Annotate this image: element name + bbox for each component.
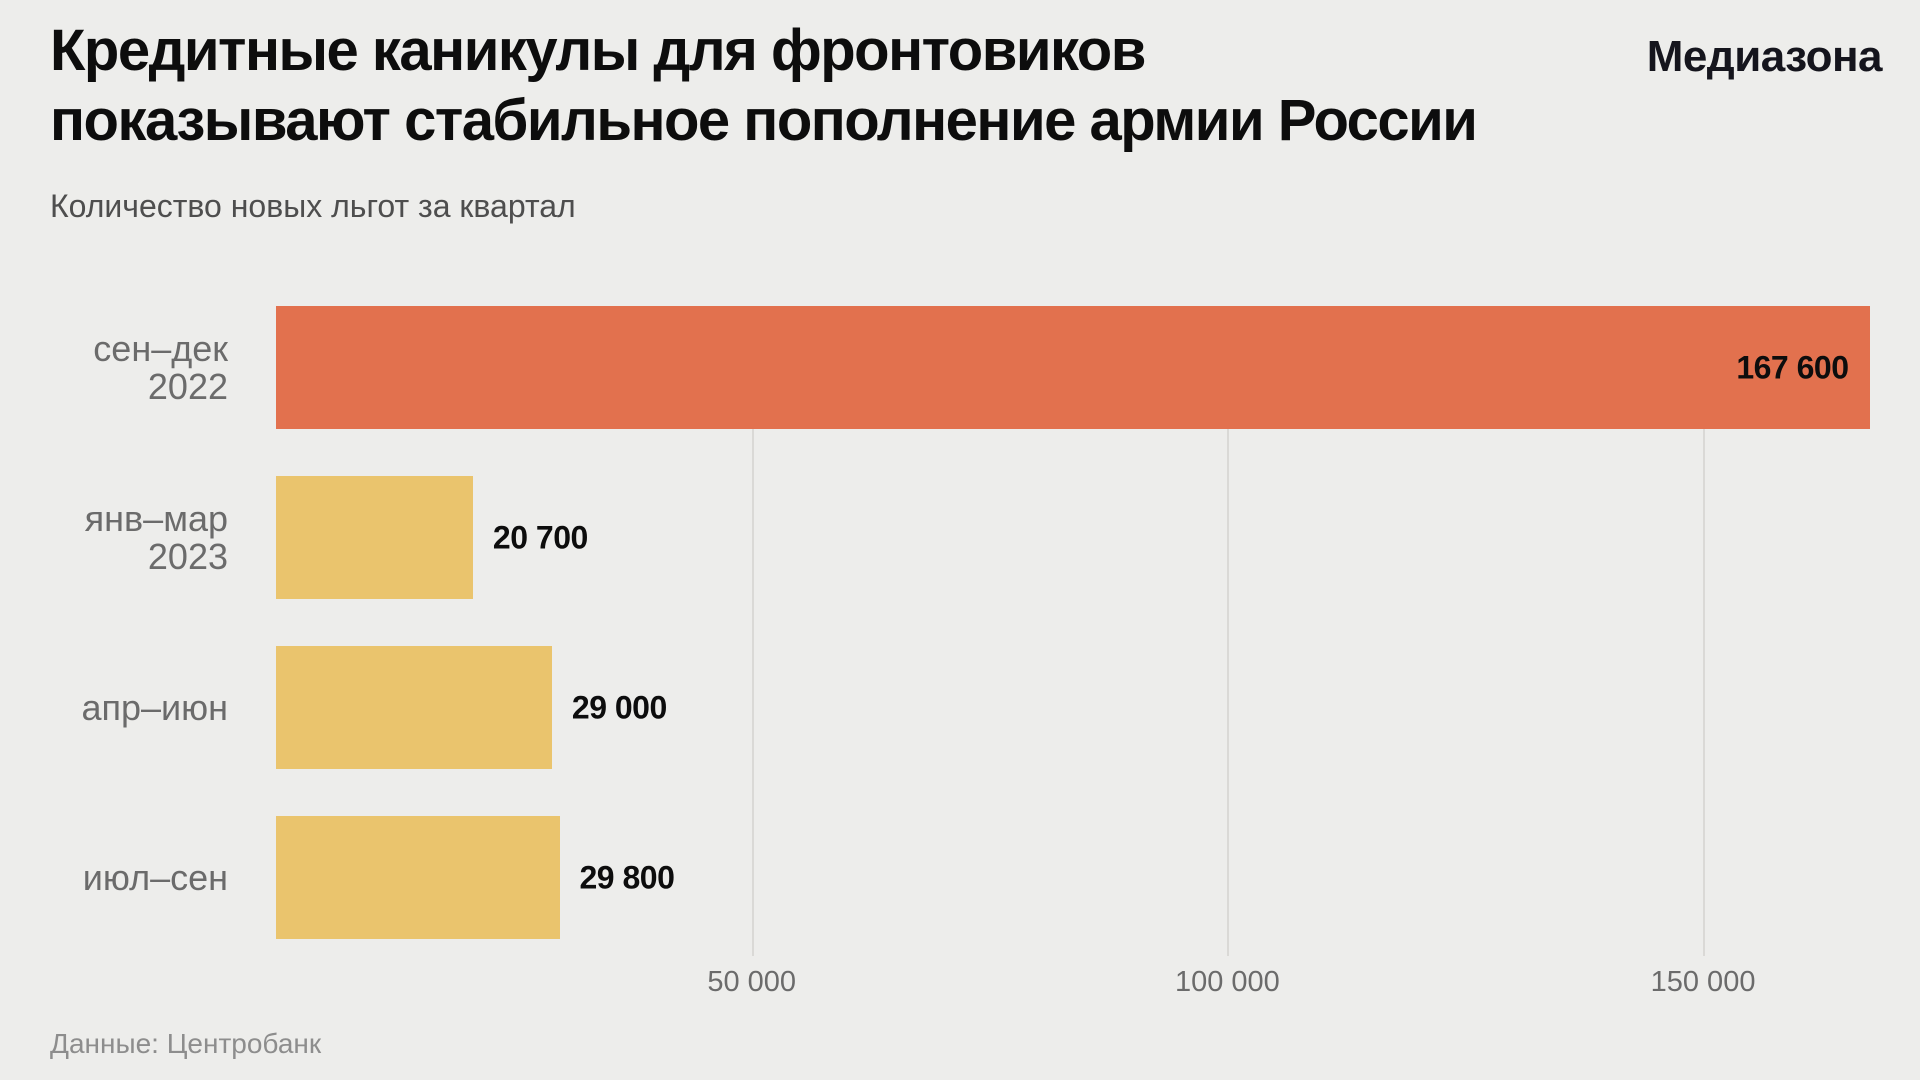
gridline — [1227, 306, 1230, 956]
bar-2: 20 700 — [276, 476, 588, 599]
x-tick-label: 150 000 — [1650, 966, 1756, 998]
plot-area: 50 000 100 000 150 000 167 600 20 700 29 000 2… — [276, 306, 1880, 998]
bar-3: 29 000 — [276, 646, 667, 769]
category-label-line: янв–мар — [84, 497, 228, 539]
bar-4: 29 800 — [276, 816, 675, 939]
category-label: апр–июн — [40, 646, 228, 769]
mediazona-logo: Медиазона — [1646, 32, 1883, 81]
category-label: янв–мар 2023 — [40, 476, 228, 599]
x-tick-label: 50 000 — [707, 966, 797, 998]
data-source-note: Данные: Центробанк — [50, 1028, 322, 1059]
x-tick-label: 100 000 — [1174, 966, 1280, 998]
page-title-line2: показывают стабильное пополнение армии Р… — [50, 88, 1478, 153]
gridline — [1703, 306, 1706, 956]
value-label: 29 800 — [579, 859, 675, 895]
value-label: 167 600 — [1736, 349, 1849, 385]
category-label: июл–сен — [40, 816, 228, 939]
category-label: сен–дек 2022 — [40, 306, 228, 429]
category-label-line: 2023 — [147, 535, 228, 577]
bar-1: 167 600 — [276, 306, 1871, 429]
chart-subtitle: Количество новых льгот за квартал — [50, 188, 576, 224]
page-title: Кредитные каникулы для фронтовиков показ… — [50, 16, 1478, 156]
category-label-line: апр–июн — [81, 686, 228, 728]
value-label: 29 000 — [571, 689, 667, 725]
gridline — [751, 306, 754, 956]
page-title-line1: Кредитные каникулы для фронтовиков — [50, 18, 1146, 83]
value-label: 20 700 — [492, 519, 588, 555]
category-labels-column: сен–дек 2022 янв–мар 2023 апр–июн июл–сен — [40, 306, 228, 956]
category-label-line: сен–дек — [93, 327, 228, 369]
category-label-line: 2022 — [147, 365, 228, 407]
category-label-line: июл–сен — [82, 856, 228, 898]
